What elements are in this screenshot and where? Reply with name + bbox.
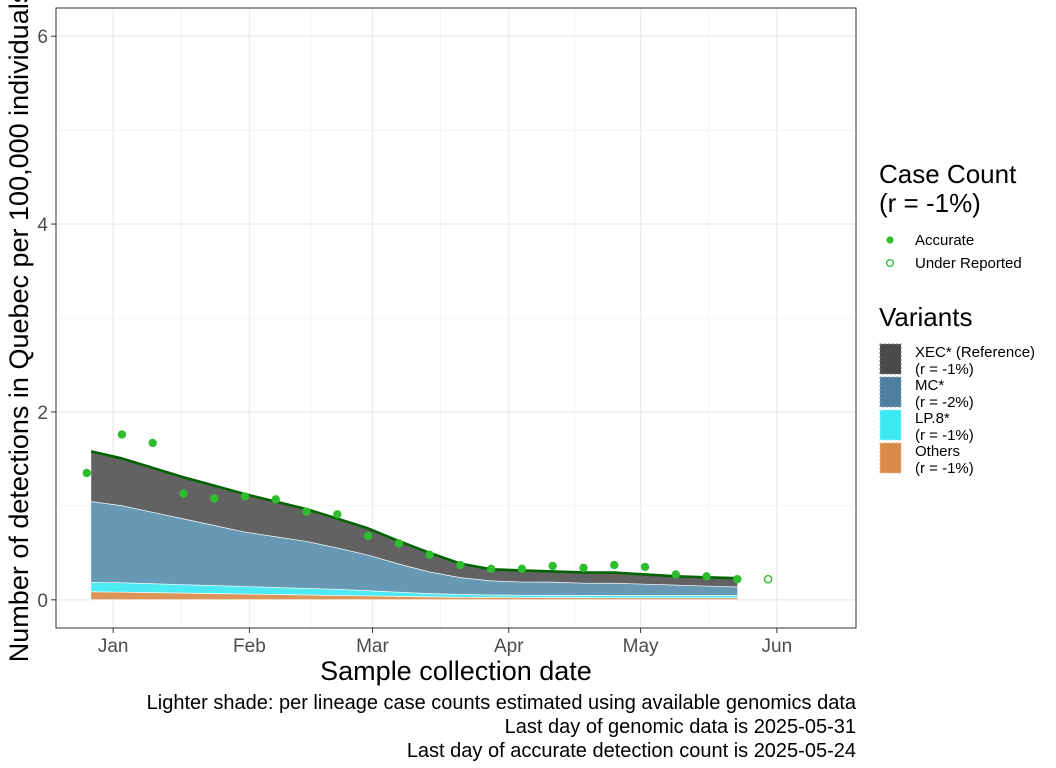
legend-under-reported-symbol: [885, 258, 895, 268]
caption: Lighter shade: per lineage case counts e…: [147, 692, 857, 762]
legend-swatch-xec: [879, 343, 902, 375]
legend-swatch-others: [879, 442, 902, 474]
point-accurate: [671, 570, 680, 579]
total-line: [90, 450, 738, 580]
area-xec-reference: [91, 451, 738, 587]
y-axis-ticks: 0 2 4 6: [37, 27, 56, 612]
x-tick-label: Mar: [356, 636, 389, 657]
point-accurate: [240, 492, 250, 501]
legend-under-reported-label: Under Reported: [915, 255, 1022, 272]
y-tick-label: 4: [37, 215, 48, 236]
legend-accurate-symbol: [886, 236, 894, 244]
caption-line-1: Lighter shade: per lineage case counts e…: [147, 692, 857, 714]
point-accurate: [640, 562, 650, 572]
caption-line-2: Last day of genomic data is 2025-05-31: [505, 716, 856, 738]
point-accurate: [302, 507, 311, 516]
point-under-reported: [763, 574, 773, 584]
legend-case-count: Case Count (r = -1%) Accurate Under Repo…: [879, 159, 1022, 272]
point-accurate: [486, 564, 496, 574]
legend-accurate-label: Accurate: [915, 232, 974, 249]
case-points: [82, 430, 773, 584]
point-accurate: [579, 563, 588, 573]
point-accurate: [210, 494, 219, 503]
point-accurate: [271, 495, 280, 504]
legend-swatch-mc: [879, 376, 902, 408]
point-accurate: [82, 468, 91, 478]
legend-rate-mc: (r = -2%): [915, 394, 974, 411]
total-line-group: [90, 450, 738, 580]
y-axis-title: Number of detections in Quebec per 100,0…: [4, 0, 34, 662]
point-accurate: [363, 531, 373, 541]
caption-line-3: Last day of accurate detection count is …: [407, 740, 856, 762]
legend-label-others: Others: [915, 443, 960, 460]
legend-variants-title: Variants: [879, 302, 972, 332]
x-tick-label: Jun: [762, 636, 793, 657]
point-accurate: [333, 510, 342, 519]
point-accurate: [425, 550, 434, 559]
x-tick-label: Apr: [494, 636, 524, 657]
point-accurate: [733, 574, 742, 584]
grid: [56, 8, 856, 628]
point-accurate: [148, 438, 157, 448]
x-axis-ticks: Jan Feb Mar Apr May Jun: [98, 628, 792, 657]
legend-case-title: Case Count: [879, 159, 1017, 189]
x-tick-label: Feb: [233, 636, 266, 657]
point-accurate: [517, 564, 527, 574]
legend-label-mc: MC*: [915, 377, 944, 394]
area-mc: [91, 501, 738, 596]
x-tick-label: May: [623, 636, 659, 657]
legend-label-xec: XEC* (Reference): [915, 344, 1035, 361]
point-accurate: [610, 560, 619, 570]
point-accurate: [548, 561, 557, 571]
x-tick-label: Jan: [98, 636, 129, 657]
x-axis-title: Sample collection date: [320, 656, 592, 686]
legend-case-subtitle: (r = -1%): [879, 188, 981, 218]
y-tick-label: 2: [37, 403, 48, 424]
legend-rate-lp8: (r = -1%): [915, 427, 974, 444]
point-accurate: [179, 489, 188, 498]
legend-variants: Variants XEC* (Reference) (r = -1%) MC* …: [879, 302, 1035, 477]
point-accurate: [394, 539, 404, 548]
y-tick-label: 0: [37, 591, 48, 612]
point-accurate: [117, 430, 127, 439]
legend-swatch-lp8: [879, 409, 902, 441]
legend-label-lp8: LP.8*: [915, 410, 950, 427]
area-lp-8: [91, 581, 738, 598]
panel-border: [55, 7, 857, 629]
legend-rate-others: (r = -1%): [915, 460, 974, 477]
y-tick-label: 6: [37, 27, 48, 48]
point-accurate: [456, 560, 465, 570]
legend-rate-xec: (r = -1%): [915, 361, 974, 378]
point-accurate: [702, 572, 711, 581]
